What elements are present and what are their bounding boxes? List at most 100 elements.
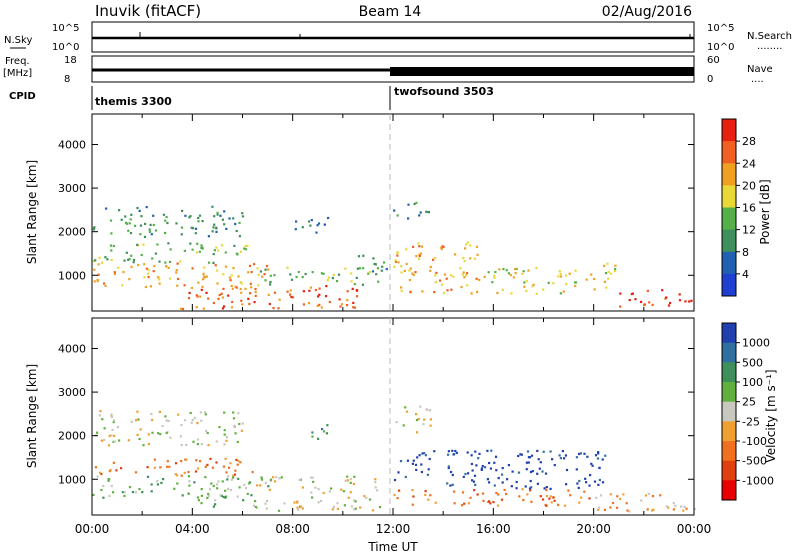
power-echo-cell	[509, 273, 512, 277]
velocity-echo-cell	[197, 499, 200, 502]
power-echo-cell	[400, 265, 403, 268]
power-echo-cell	[183, 249, 186, 252]
power-echo-cell	[194, 232, 197, 235]
velocity-echo-cell	[429, 418, 432, 421]
velocity-echo-cell	[414, 463, 418, 466]
power-echo-cell	[510, 292, 513, 295]
velocity-echo-cell	[549, 495, 552, 498]
velocity-echo-cell	[265, 507, 268, 510]
power-frame	[91, 113, 695, 312]
velocity-echo-cell	[644, 494, 647, 497]
velocity-echo-cell	[175, 462, 178, 465]
velocity-echo-cell	[488, 481, 491, 484]
power-echo-cell	[418, 257, 421, 260]
velocity-echo-cell	[402, 424, 405, 427]
power-echo-cell	[462, 271, 465, 274]
velocity-echo-cell	[266, 500, 269, 503]
velocity-echo-cell	[501, 481, 504, 484]
velocity-echo-cell	[474, 450, 477, 453]
velocity-echo-cell	[99, 410, 102, 413]
velocity-echo-cell	[242, 499, 245, 502]
power-echo-cell	[465, 274, 468, 277]
velocity-echo-cell	[363, 495, 366, 498]
power-echo-cell	[144, 222, 147, 225]
velocity-echo-cell	[237, 477, 240, 480]
velocity-echo-cell	[224, 496, 227, 499]
power-echo-cell	[179, 260, 182, 263]
velocity-echo-cell	[232, 411, 235, 414]
power-echo-cell	[259, 270, 262, 273]
power-echo-cell	[134, 224, 137, 227]
power-echo-cell	[227, 294, 230, 297]
velocity-echo-cell	[197, 467, 200, 470]
power-echo-cell	[112, 244, 115, 248]
velocity-echo-cell	[500, 498, 504, 501]
power-echo-cell	[326, 279, 329, 282]
power-echo-cell	[164, 231, 167, 235]
velocity-echo-cell	[200, 502, 203, 505]
velocity-echo-cell	[269, 478, 272, 481]
velocity-colorbar-swatch	[722, 401, 736, 422]
power-echo-cell	[325, 295, 328, 298]
velocity-echo-cell	[236, 495, 239, 498]
velocity-echo-cell	[326, 424, 329, 427]
power-echo-cell	[607, 270, 610, 273]
velocity-echo-cell	[488, 500, 491, 503]
power-echo-cell	[180, 226, 184, 229]
velocity-echo-cell	[160, 481, 163, 484]
velocity-echo-cell	[476, 493, 479, 496]
power-echo-cell	[604, 272, 608, 275]
velocity-echo-cell	[486, 449, 489, 452]
velocity-echo-cell	[596, 457, 600, 460]
velocity-echo-cell	[590, 462, 593, 465]
power-echo-cell	[191, 248, 194, 251]
nsearch-dots: ........	[757, 41, 782, 52]
power-echo-cell	[234, 222, 237, 226]
station-title: Inuvik (fitACF)	[95, 2, 201, 20]
power-echo-cell	[514, 272, 517, 275]
velocity-echo-cell	[101, 418, 104, 421]
power-echo-cell	[445, 277, 448, 280]
power-echo-cell	[603, 264, 606, 267]
power-echo-cell	[147, 272, 150, 275]
velocity-echo-cell	[665, 505, 668, 508]
power-echo-cell	[607, 277, 610, 280]
velocity-echo-cell	[165, 431, 168, 435]
cpid-label: CPID	[9, 91, 36, 102]
power-echo-cell	[297, 270, 300, 274]
power-echo-cell	[130, 213, 133, 216]
velocity-echo-cell	[531, 470, 534, 473]
power-echo-cell	[229, 279, 232, 282]
velocity-echo-cell	[622, 493, 625, 496]
power-echo-cell	[144, 285, 147, 289]
power-echo-cell	[124, 221, 128, 224]
power-echo-cell	[216, 213, 219, 216]
power-echo-cell	[166, 221, 169, 225]
velocity-echo-cell	[283, 502, 286, 505]
power-echo-cell	[559, 272, 562, 275]
power-echo-cell	[332, 273, 335, 276]
power-echo-cell	[311, 271, 314, 274]
velocity-echo-cell	[495, 469, 498, 472]
power-echo-cell	[248, 264, 252, 267]
nsearch-tick-top: 10^5	[707, 23, 734, 34]
velocity-echo-cell	[601, 458, 604, 461]
velocity-echo-cell	[421, 452, 424, 455]
power-echo-cell	[183, 284, 186, 287]
velocity-echo-cell	[317, 488, 320, 491]
power-colorbar-swatch	[722, 251, 736, 275]
power-y-ticks: 1000 2000 3000 4000	[58, 139, 694, 282]
velocity-echo-cell	[108, 478, 111, 481]
power-echo-cell	[350, 272, 353, 275]
velocity-echo-cell	[471, 469, 474, 472]
velocity-echo-cell	[575, 468, 578, 471]
power-echo-cell	[235, 252, 238, 255]
power-echo-cell	[400, 286, 403, 289]
velocity-echo-cell	[151, 431, 154, 434]
power-echo-cell	[257, 273, 260, 276]
velocity-echo-cell	[346, 475, 349, 478]
power-echo-cell	[371, 270, 375, 273]
power-echo-cell	[120, 218, 123, 221]
xaxis-label: Time UT	[367, 540, 418, 554]
velocity-colorbar-tick-label: -1000	[742, 474, 774, 487]
